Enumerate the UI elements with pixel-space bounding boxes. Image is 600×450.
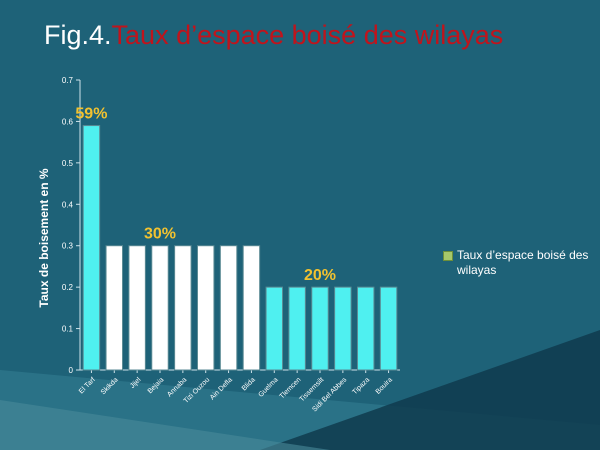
legend-swatch: [443, 251, 453, 261]
x-tick-label: Guelma: [257, 376, 279, 398]
y-tick-label: 0.2: [62, 283, 74, 292]
y-tick-label: 0.1: [62, 325, 74, 334]
x-tick-label: Skikda: [100, 376, 120, 396]
y-tick-label: 0.7: [62, 76, 74, 85]
y-tick-label: 0.6: [62, 117, 74, 126]
x-tick-label: Blida: [241, 376, 257, 392]
bar: [196, 245, 215, 371]
title-prefix: Fig.4.: [44, 20, 112, 50]
data-annotation: 59%: [75, 106, 107, 123]
bar: [288, 286, 306, 371]
x-tick-label: Tipaza: [351, 376, 371, 396]
bar: [219, 245, 238, 371]
x-tick-label: Annaba: [166, 376, 188, 398]
bar: [265, 286, 284, 371]
title-main: Taux d’espace boisé des wilayas: [111, 20, 504, 50]
y-axis: 0 0.1 0.2 0.3 0.4 0.5 0.6 0.7: [62, 76, 81, 375]
y-tick-label: 0.3: [62, 242, 74, 251]
y-tick-label: 0.5: [62, 159, 74, 168]
x-tick-label: Bouira: [375, 376, 394, 395]
annotations: 59% 30% 20%: [75, 106, 336, 285]
y-tick-label: 0: [69, 366, 74, 375]
x-tick-label: El Tarf: [78, 376, 97, 395]
bar: [151, 245, 169, 371]
bar: [311, 286, 329, 371]
bar: [334, 286, 352, 371]
y-tick-label: 0.4: [62, 200, 74, 209]
x-tick-label: Jijel: [129, 376, 143, 390]
legend-label: Taux d’espace boisé des wilayas: [457, 248, 589, 277]
data-annotation: 30%: [144, 226, 176, 243]
data-annotation: 20%: [304, 267, 336, 284]
x-tick-label: Ain Defla: [209, 376, 234, 401]
bar: [379, 286, 398, 371]
bar: [82, 125, 101, 371]
x-tick-label: Bejaia: [147, 376, 166, 395]
bar: [356, 286, 375, 371]
bar: [242, 245, 261, 371]
bar: [128, 245, 146, 371]
y-axis-label: Taux de boisement en %: [37, 168, 51, 307]
slide-title: Fig.4.Taux d’espace boisé des wilayas: [44, 20, 503, 51]
bar: [174, 245, 192, 371]
bar-series: [82, 125, 398, 371]
chart-legend: Taux d’espace boisé des wilayas: [443, 248, 593, 278]
bar: [105, 245, 124, 371]
